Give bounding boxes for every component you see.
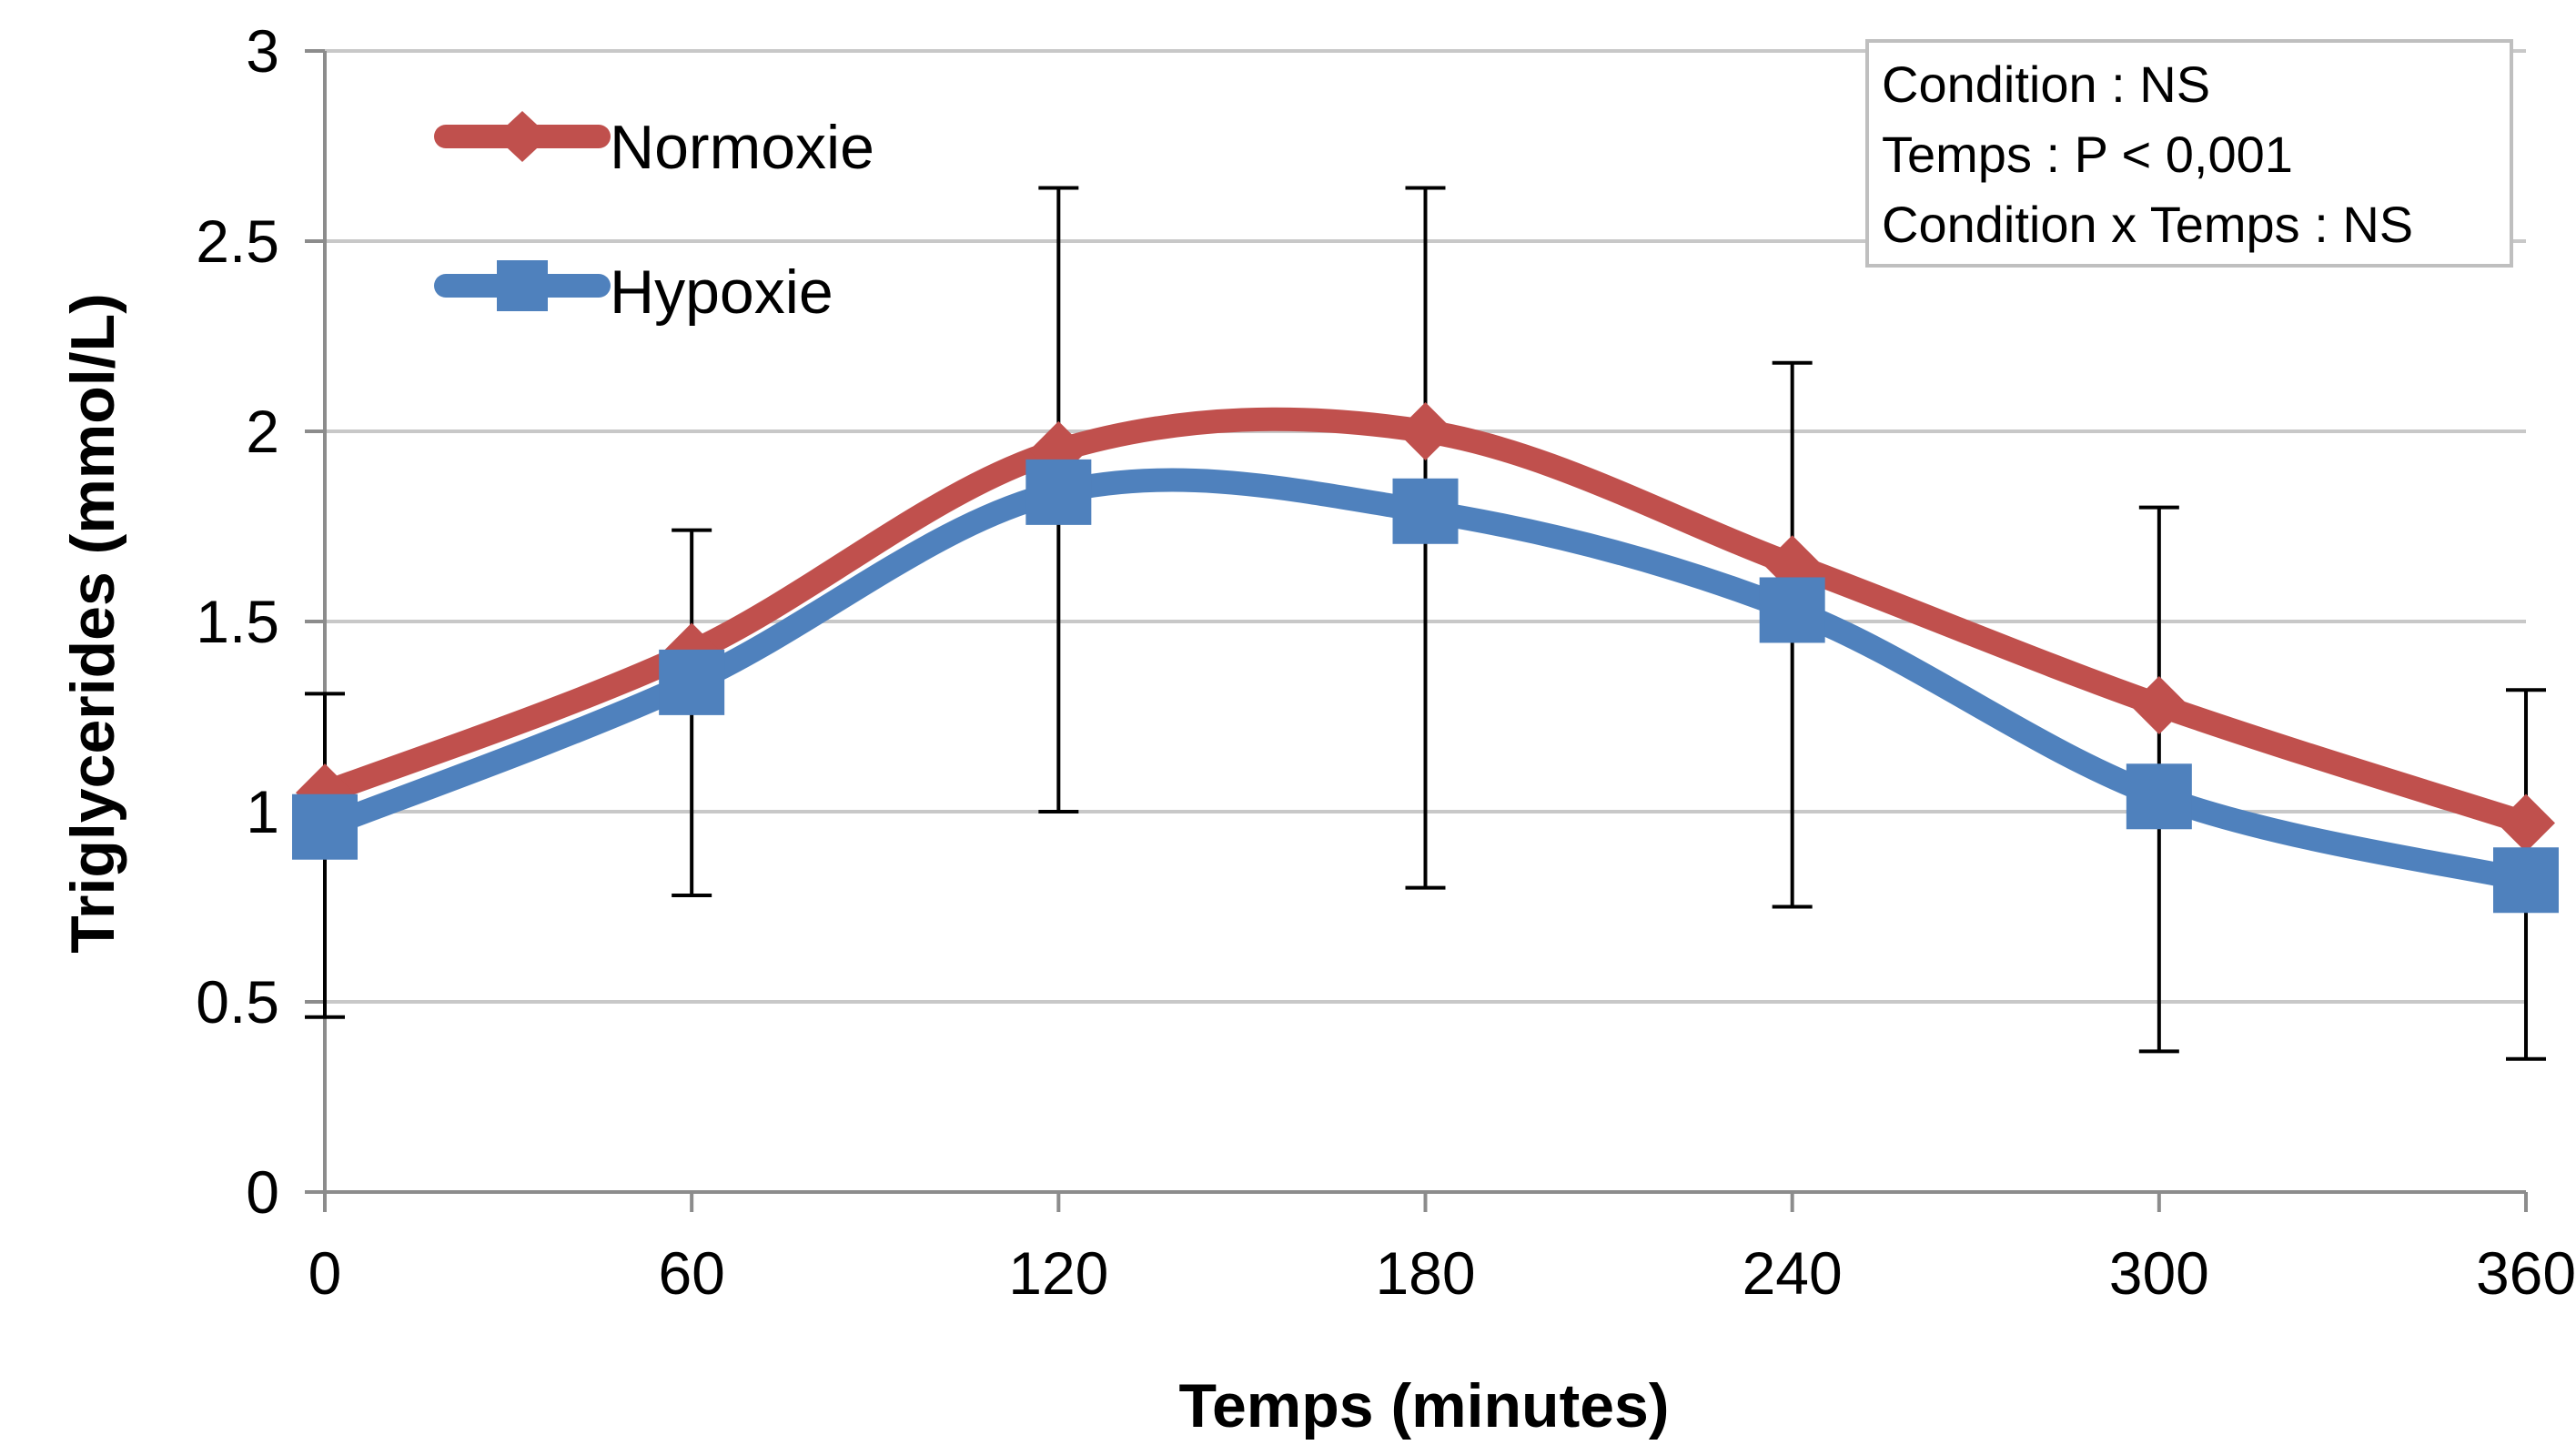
- y-tick-label-6: 3: [246, 17, 279, 85]
- point-normoxie-6: [2497, 793, 2555, 853]
- legend-item-normoxie: Normoxie: [434, 111, 874, 182]
- x-tick-label-5: 300: [2109, 1239, 2209, 1307]
- annotation-line-condition: Condition : NS: [1882, 56, 2210, 113]
- point-hypoxie-3: [1392, 478, 1459, 544]
- annotation-line-temps: Temps : P < 0,001: [1882, 126, 2293, 183]
- legend: Normoxie Hypoxie: [434, 111, 874, 327]
- y-tick-label-1: 0.5: [196, 968, 279, 1036]
- legend-diamond-icon: [495, 111, 550, 162]
- point-hypoxie-5: [2126, 763, 2192, 830]
- annotation-line-interaction: Condition x Temps : NS: [1882, 196, 2413, 253]
- point-hypoxie-2: [1025, 459, 1092, 525]
- y-tick-label-0: 0: [246, 1158, 279, 1226]
- point-hypoxie-4: [1759, 577, 1825, 643]
- point-normoxie-3: [1396, 402, 1455, 460]
- legend-item-hypoxie: Hypoxie: [434, 258, 833, 327]
- series-markers: [292, 402, 2559, 914]
- point-hypoxie-0: [292, 793, 358, 860]
- x-tick-label-0: 0: [308, 1239, 342, 1307]
- point-hypoxie-1: [659, 649, 725, 715]
- y-tick-label-5: 2.5: [196, 207, 279, 275]
- point-hypoxie-6: [2493, 847, 2559, 914]
- x-tick-label-4: 240: [1743, 1239, 1843, 1307]
- y-tick-label-3: 1.5: [196, 588, 279, 655]
- x-tick-label-3: 180: [1375, 1239, 1475, 1307]
- point-normoxie-2: [1029, 420, 1088, 480]
- legend-square-icon: [497, 260, 548, 311]
- x-axis-title: Temps (minutes): [1178, 1371, 1669, 1440]
- y-tick-labels: 0 0.5 1 1.5 2 2.5 3: [196, 17, 279, 1226]
- y-tick-label-4: 2: [246, 398, 279, 465]
- x-tick-labels: 0 60 120 180 240 300 360: [308, 1239, 2576, 1307]
- x-tick-label-6: 360: [2476, 1239, 2576, 1307]
- legend-label-normoxie: Normoxie: [610, 113, 874, 182]
- y-tick-label-2: 1: [246, 778, 279, 845]
- annotation-border: [1865, 39, 2513, 268]
- y-axis-title: Triglycerides (mmol/L): [58, 293, 127, 954]
- legend-label-hypoxie: Hypoxie: [610, 258, 833, 327]
- x-tick-label-2: 120: [1008, 1239, 1108, 1307]
- annotation-box: Condition : NS Temps : P < 0,001 Conditi…: [1865, 39, 2513, 268]
- x-tick-label-1: 60: [658, 1239, 724, 1307]
- point-normoxie-5: [2129, 675, 2188, 734]
